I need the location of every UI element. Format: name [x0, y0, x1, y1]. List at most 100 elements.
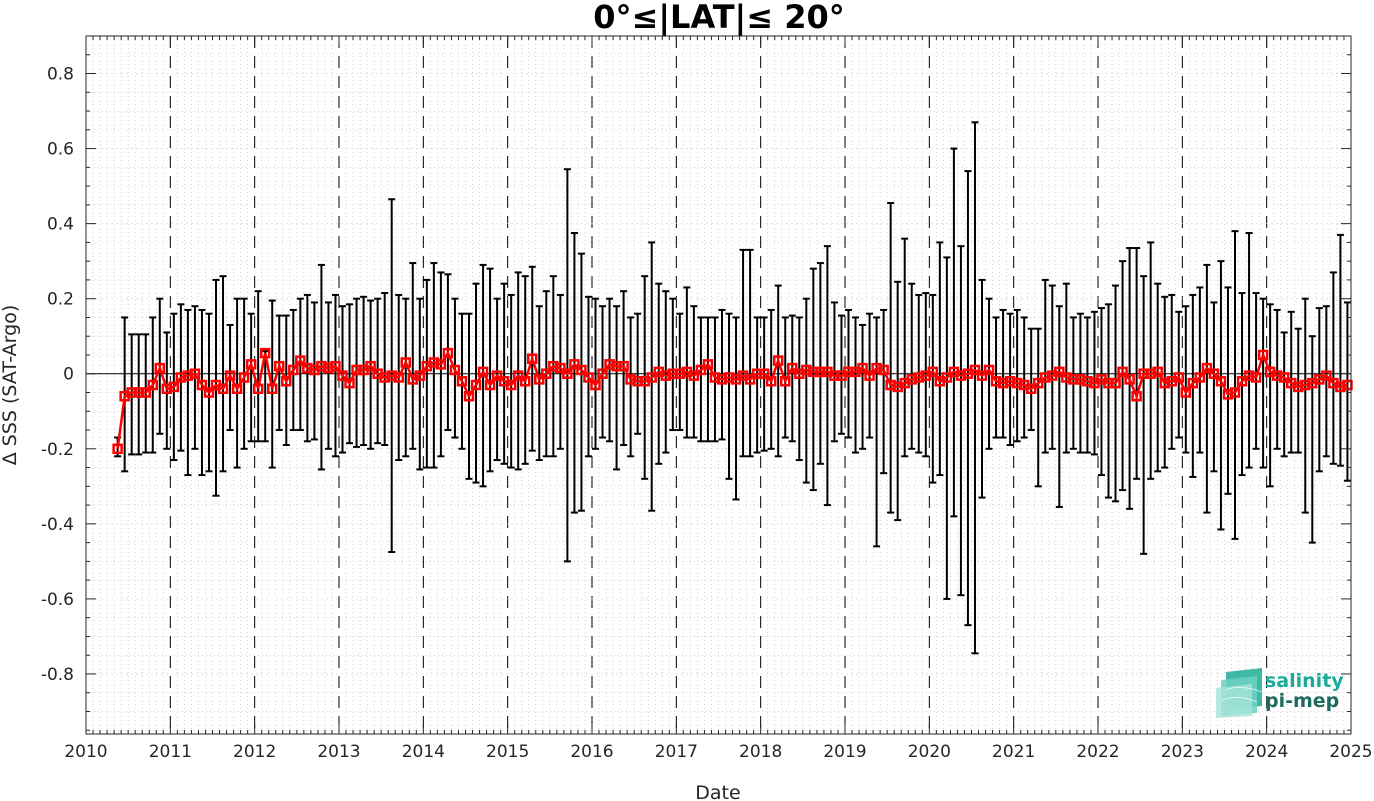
mean-marker: [147, 379, 159, 391]
mean-marker: [702, 359, 714, 370]
axis-ticks: [85, 35, 1352, 734]
mean-marker: [456, 375, 468, 387]
mean-marker: [449, 364, 461, 376]
mean-marker: [779, 375, 791, 387]
mean-marker: [140, 387, 151, 398]
y-tick-label: -0.8: [41, 665, 74, 685]
mean-marker: [541, 368, 552, 379]
mean-marker: [1278, 372, 1290, 383]
x-tick-label: 2020: [908, 742, 951, 762]
x-tick-label: 2011: [149, 742, 192, 762]
mean-marker: [1032, 377, 1044, 389]
data-series: [112, 347, 1353, 455]
mean-marker: [1110, 377, 1121, 389]
mean-marker: [274, 360, 285, 372]
mean-marker: [569, 359, 580, 370]
mean-marker: [1229, 387, 1241, 398]
mean-marker: [1117, 366, 1128, 378]
mean-marker: [1173, 372, 1185, 383]
y-tick-label: 0.8: [47, 65, 74, 85]
mean-marker: [442, 347, 454, 359]
x-tick-label: 2017: [655, 742, 698, 762]
mean-marker: [1215, 375, 1227, 387]
mean-marker: [1025, 383, 1037, 395]
mean-marker: [1194, 372, 1206, 383]
y-tick-label: 0.4: [47, 215, 74, 235]
mean-marker: [189, 368, 201, 379]
mean-marker: [1250, 372, 1262, 383]
mean-marker: [857, 362, 868, 374]
mean-marker: [555, 362, 566, 374]
mean-marker: [112, 443, 123, 455]
mean-marker: [365, 360, 376, 372]
mean-marker: [765, 375, 777, 387]
mean-marker: [463, 391, 475, 402]
mean-marker: [505, 379, 517, 391]
x-tick-label: 2014: [402, 742, 445, 762]
mean-marker: [295, 355, 306, 366]
mean-marker: [400, 357, 412, 368]
x-tick-labels: 2010 2011 2012 2013 2014 2015 2016 2017 2018 2019…: [64, 742, 1372, 762]
mean-marker: [337, 370, 348, 381]
mean-marker: [576, 364, 587, 376]
mean-marker: [688, 370, 700, 381]
y-tick-label: 0.6: [47, 140, 74, 160]
mean-marker: [203, 387, 215, 398]
mean-marker: [393, 372, 404, 383]
mean-marker: [969, 364, 981, 376]
mean-marker: [224, 370, 236, 381]
logo-line-2: pi-mep: [1265, 690, 1339, 712]
mean-marker: [1152, 366, 1163, 378]
x-tick-label: 2018: [739, 742, 782, 762]
mean-marker: [1054, 366, 1065, 378]
x-tick-label: 2016: [570, 742, 613, 762]
x-tick-label: 2021: [992, 742, 1035, 762]
x-tick-label: 2010: [64, 742, 107, 762]
y-tick-label: 0: [63, 365, 74, 385]
mean-marker: [252, 383, 264, 395]
mean-marker: [519, 375, 531, 387]
mean-marker: [1321, 370, 1332, 381]
x-tick-label: 2013: [317, 742, 360, 762]
salinity-pi-mep-logo: salinity pi-mep: [1216, 668, 1344, 718]
x-tick-label: 2024: [1245, 742, 1288, 762]
y-tick-labels: 0.8 0.6 0.4 0.2 0 -0.2 -0.4 -0.6 -0.8: [41, 65, 74, 685]
mean-marker: [646, 372, 657, 383]
mean-marker: [534, 374, 545, 385]
mean-marker: [259, 347, 271, 359]
mean-marker: [491, 370, 503, 381]
mean-marker: [330, 360, 341, 372]
mean-marker: [168, 381, 180, 393]
mean-marker: [266, 383, 278, 395]
x-tick-label: 2025: [1329, 742, 1372, 762]
mean-marker: [1236, 375, 1248, 387]
mean-marker: [344, 377, 355, 389]
mean-marker: [744, 374, 756, 385]
logo-line-1: salinity: [1265, 670, 1344, 692]
mean-marker: [1131, 391, 1142, 402]
mean-marker: [526, 353, 538, 364]
mean-marker: [1201, 362, 1213, 374]
mean-marker: [196, 379, 208, 391]
mean-marker: [927, 366, 939, 378]
y-tick-label: -0.6: [41, 590, 74, 610]
y-tick-label: 0.2: [47, 290, 74, 310]
mean-marker: [1180, 387, 1192, 398]
mean-marker: [878, 364, 889, 376]
mean-marker: [597, 368, 608, 379]
x-tick-label: 2019: [823, 742, 866, 762]
chart-title: 0°≤|LAT|≤ 20°: [593, 0, 844, 37]
mean-marker: [1208, 368, 1220, 379]
mean-marker: [583, 372, 594, 383]
mean-marker: [976, 370, 988, 381]
mean-marker: [1124, 374, 1135, 385]
mean-marker: [470, 379, 482, 391]
mean-marker: [618, 360, 629, 372]
y-tick-label: -0.2: [41, 440, 74, 460]
mean-marker: [231, 383, 243, 395]
mean-marker: [941, 372, 953, 383]
x-tick-label: 2012: [233, 742, 276, 762]
mean-marker: [772, 355, 784, 366]
mean-marker: [414, 370, 426, 381]
mean-marker: [512, 370, 524, 381]
